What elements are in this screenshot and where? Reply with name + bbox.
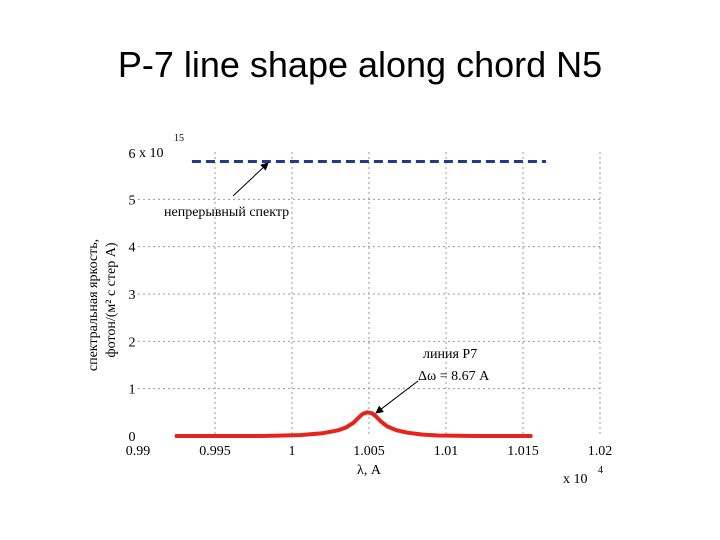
- y-tick-label: 1: [129, 383, 136, 398]
- continuum-arrow: [232, 162, 269, 197]
- series-layer: [174, 160, 547, 438]
- x-multiplier: x 10: [563, 472, 588, 487]
- x-axis-label: λ, A: [357, 463, 382, 478]
- y-tick-label: 2: [129, 335, 136, 350]
- line-arrow: [375, 380, 419, 414]
- slide-title: P-7 line shape along chord N5: [117, 44, 603, 85]
- grid-lines: [138, 152, 601, 436]
- x-tick-label: 1.02: [588, 444, 613, 459]
- x-tick-label: 0.99: [126, 444, 151, 459]
- tick-labels: 0.99 0.995 1 1.005 1.01 1.015 1.02 0 1 2 3 4 5 6: [126, 147, 613, 459]
- y-axis-label-line2: фотон/(м² с стер А): [104, 242, 119, 357]
- x-tick-label: 0.995: [199, 444, 231, 459]
- y-tick-label: 6: [129, 147, 136, 162]
- y-tick-label: 4: [129, 241, 136, 256]
- series-line-p7: [174, 410, 533, 438]
- y-axis-label-line1: спектральная яркость,: [86, 239, 101, 371]
- y-multiplier: x 10: [139, 146, 164, 161]
- line-label-2: Δω = 8.67 A: [418, 369, 490, 384]
- continuum-label: непрерывный спектр: [164, 205, 289, 220]
- y-tick-label: 5: [129, 193, 136, 208]
- x-tick-label: 1.015: [507, 444, 539, 459]
- y-tick-label: 0: [129, 430, 136, 445]
- y-multiplier-exp: 15: [174, 133, 184, 144]
- line-label-1: линия P7: [423, 347, 477, 362]
- y-tick-label: 3: [129, 288, 136, 303]
- x-tick-label: 1: [289, 444, 296, 459]
- x-tick-label: 1.01: [434, 444, 459, 459]
- x-multiplier-exp: 4: [598, 465, 603, 476]
- x-tick-label: 1.005: [353, 444, 385, 459]
